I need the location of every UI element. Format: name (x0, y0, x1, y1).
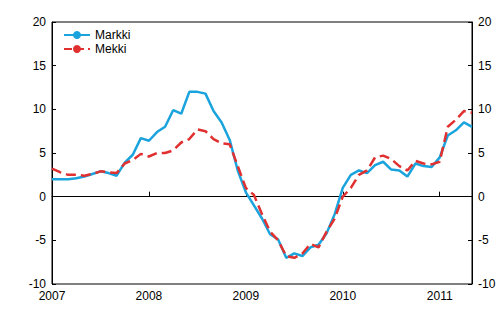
svg-text:15: 15 (478, 59, 492, 73)
svg-text:10: 10 (478, 102, 492, 116)
svg-text:2009: 2009 (232, 289, 259, 303)
svg-text:2007: 2007 (39, 289, 66, 303)
svg-text:2011: 2011 (427, 289, 453, 303)
svg-text:-5: -5 (478, 233, 489, 247)
svg-text:Mekki: Mekki (95, 42, 126, 56)
svg-text:Markki: Markki (95, 28, 130, 42)
svg-text:2010: 2010 (329, 289, 356, 303)
svg-text:0: 0 (478, 190, 485, 204)
svg-text:20: 20 (33, 15, 47, 29)
svg-text:5: 5 (478, 146, 485, 160)
svg-text:20: 20 (478, 15, 492, 29)
svg-text:0: 0 (39, 190, 46, 204)
svg-text:5: 5 (39, 146, 46, 160)
svg-text:-10: -10 (478, 277, 496, 291)
svg-text:2008: 2008 (136, 289, 163, 303)
svg-text:-5: -5 (35, 233, 46, 247)
svg-text:15: 15 (33, 59, 47, 73)
svg-text:10: 10 (33, 102, 47, 116)
svg-text:-10: -10 (28, 277, 46, 291)
